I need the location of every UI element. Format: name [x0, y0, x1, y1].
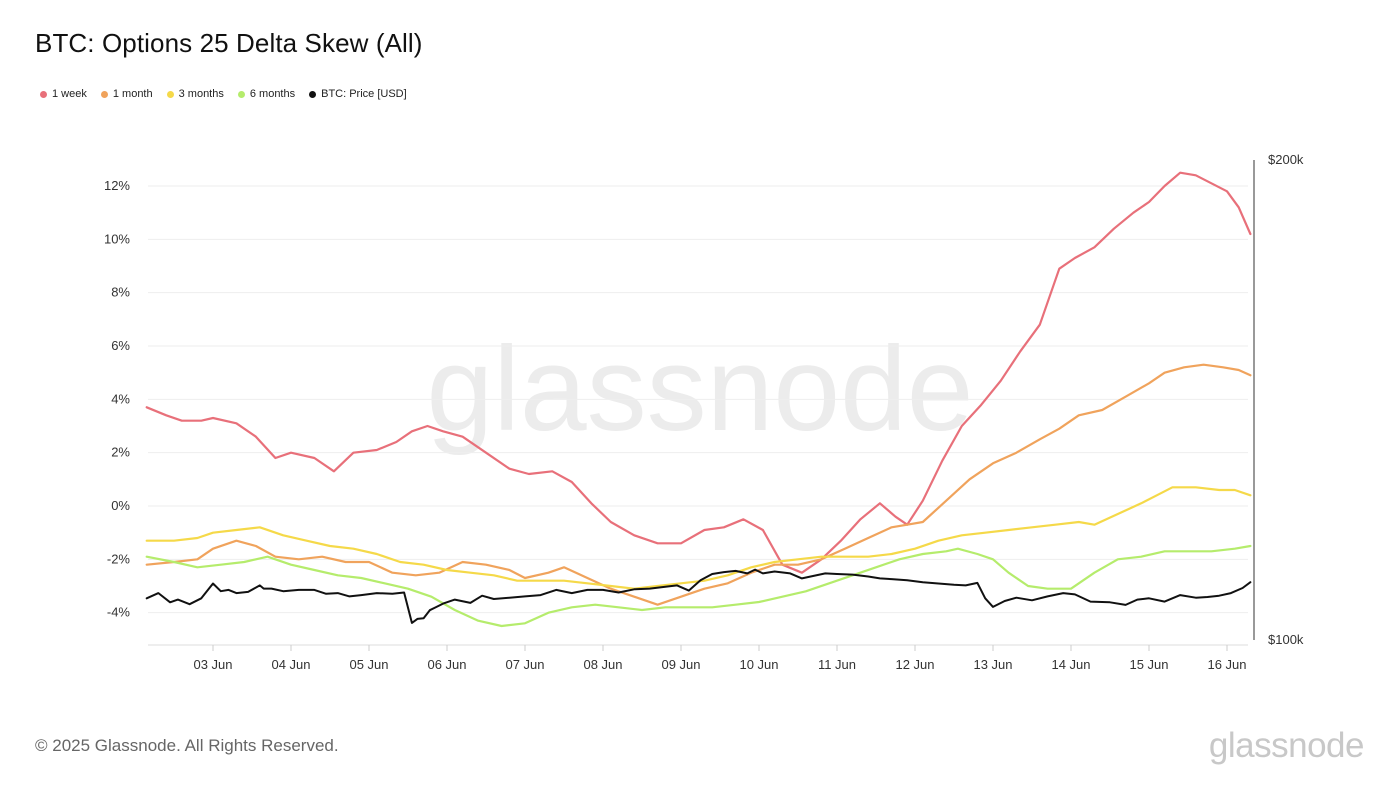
x-tick-label: 04 Jun — [271, 657, 310, 672]
x-tick-label: 13 Jun — [973, 657, 1012, 672]
footer-logo: glassnode — [1208, 726, 1365, 765]
chart-series — [145, 171, 1252, 628]
series-line-6-months — [145, 544, 1252, 628]
y-tick-label: 4% — [111, 391, 130, 406]
legend-item-3-months[interactable]: 3 months — [166, 88, 224, 100]
legend-item-1-month[interactable]: 1 month — [100, 88, 153, 100]
x-tick-label: 14 Jun — [1051, 657, 1090, 672]
x-tick-label: 06 Jun — [427, 657, 466, 672]
y-tick-label: 0% — [111, 498, 130, 513]
footer-copyright: © 2025 Glassnode. All Rights Reserved. — [35, 736, 339, 755]
x-tick-label: 15 Jun — [1129, 657, 1168, 672]
legend-swatch-3-months — [166, 90, 174, 98]
y-axis-left: -4% -2% 0% 2% 4% 6% 8% 10% 12% — [104, 178, 130, 620]
x-tick-label: 05 Jun — [349, 657, 388, 672]
y-tick-label: -2% — [107, 551, 131, 566]
legend-swatch-1-week — [40, 90, 47, 98]
x-tick-label: 07 Jun — [505, 657, 544, 672]
x-axis: 03 Jun 04 Jun 05 Jun 06 Jun 07 Jun 08 Jun 09 J… — [148, 644, 1248, 672]
chart-plot: glassnode -4% -2% 0% 2% 4% 6% 8% 10% 12% $200k $1… — [104, 152, 1304, 672]
x-tick-label: 08 Jun — [583, 657, 622, 672]
series-line-3-months — [145, 486, 1252, 590]
chart-watermark: glassnode — [426, 322, 973, 456]
legend-item-6-months[interactable]: 6 months — [237, 88, 296, 100]
legend: 1 week 1 month 3 months 6 months BTC: Pr… — [40, 88, 407, 100]
y-tick-label: 12% — [104, 178, 130, 193]
legend-swatch-1-month — [100, 90, 108, 98]
legend-label-3-months: 3 months — [178, 88, 224, 100]
y-right-tick-top: $200k — [1268, 152, 1304, 167]
x-tick-label: 03 Jun — [193, 657, 232, 672]
legend-item-1-week[interactable]: 1 week — [40, 88, 87, 100]
legend-label-1-month: 1 month — [112, 88, 153, 100]
y-right-tick-bottom: $100k — [1268, 632, 1304, 647]
y-axis-right: $200k $100k — [1253, 152, 1304, 647]
series-line-1-month — [145, 363, 1252, 606]
y-tick-label: 6% — [111, 338, 130, 353]
legend-item-btc-price[interactable]: BTC: Price [USD] — [309, 88, 407, 100]
legend-label-btc-price: BTC: Price [USD] — [321, 88, 407, 100]
legend-swatch-6-months — [237, 90, 245, 98]
y-tick-label: 2% — [111, 445, 130, 460]
y-tick-label: 10% — [104, 231, 130, 246]
chart-title: BTC: Options 25 Delta Skew (All) — [35, 28, 423, 58]
chart-gridlines — [148, 185, 1248, 614]
legend-label-6-months: 6 months — [249, 88, 296, 100]
series-line-btc-price-usd- — [145, 568, 1252, 624]
x-tick-label: 09 Jun — [661, 657, 700, 672]
legend-swatch-btc-price — [309, 90, 317, 98]
x-tick-label: 12 Jun — [895, 657, 934, 672]
x-tick-label: 10 Jun — [739, 657, 778, 672]
x-tick-label: 11 Jun — [818, 657, 856, 672]
y-tick-label: -4% — [107, 605, 131, 620]
legend-label-1-week: 1 week — [52, 88, 87, 100]
series-line-1-week — [145, 171, 1252, 574]
x-tick-label: 16 Jun — [1207, 657, 1246, 672]
y-tick-label: 8% — [111, 285, 130, 300]
